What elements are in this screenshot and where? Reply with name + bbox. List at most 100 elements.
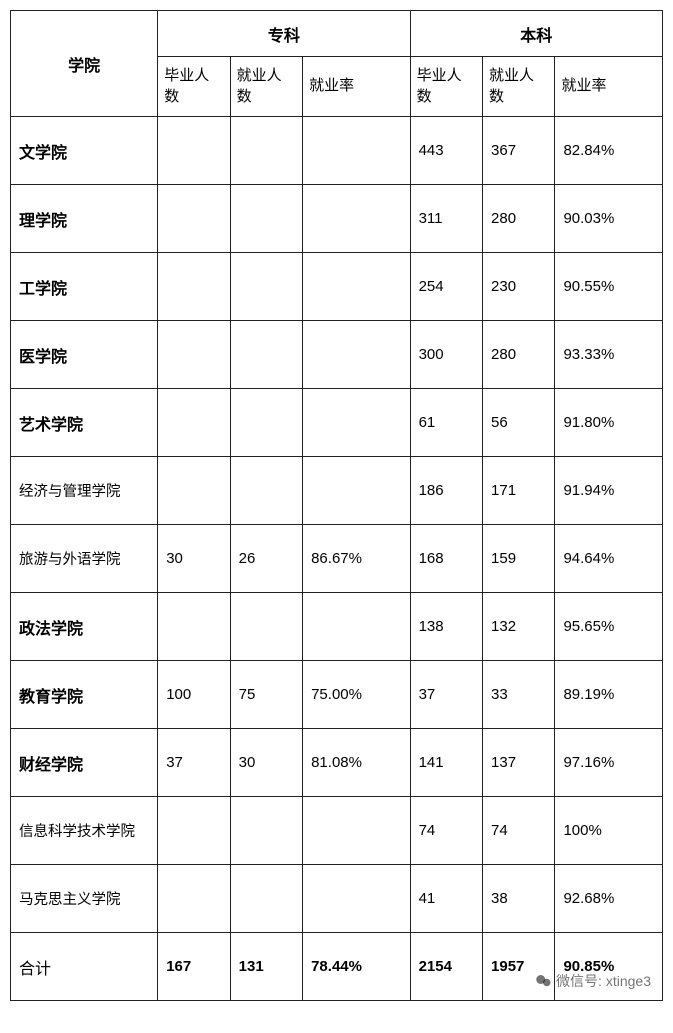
cell-bk_emp: 33 <box>483 661 555 729</box>
college-name: 旅游与外语学院 <box>11 525 158 593</box>
cell-zk_rate: 86.67% <box>303 525 410 593</box>
cell-zk_emp <box>230 321 302 389</box>
cell-bk_grad: 37 <box>410 661 482 729</box>
cell-zk_emp: 30 <box>230 729 302 797</box>
cell-bk_emp: 367 <box>483 117 555 185</box>
cell-bk_rate: 97.16% <box>555 729 663 797</box>
table-row: 经济与管理学院18617191.94% <box>11 457 663 525</box>
college-name: 艺术学院 <box>11 389 158 457</box>
header-bk-rate: 就业率 <box>555 57 663 117</box>
cell-zk_rate <box>303 117 410 185</box>
header-bk-grad: 毕业人数 <box>410 57 482 117</box>
cell-zk_rate: 81.08% <box>303 729 410 797</box>
cell-zk_grad: 37 <box>158 729 230 797</box>
college-name: 教育学院 <box>11 661 158 729</box>
header-zk-grad: 毕业人数 <box>158 57 230 117</box>
cell-zk_emp: 75 <box>230 661 302 729</box>
cell-bk_grad: 168 <box>410 525 482 593</box>
cell-zk_rate: 75.00% <box>303 661 410 729</box>
employment-table: 学院 专科 本科 毕业人数 就业人数 就业率 毕业人数 就业人数 就业率 文学院… <box>10 10 663 1001</box>
college-name: 医学院 <box>11 321 158 389</box>
header-zk-emp: 就业人数 <box>230 57 302 117</box>
total-bk_grad: 2154 <box>410 933 482 1001</box>
cell-bk_grad: 61 <box>410 389 482 457</box>
cell-zk_emp <box>230 593 302 661</box>
cell-bk_rate: 90.03% <box>555 185 663 253</box>
total-label: 合计 <box>11 933 158 1001</box>
table-row: 旅游与外语学院302686.67%16815994.64% <box>11 525 663 593</box>
table-header: 学院 专科 本科 毕业人数 就业人数 就业率 毕业人数 就业人数 就业率 <box>11 11 663 117</box>
cell-bk_emp: 137 <box>483 729 555 797</box>
table-row: 马克思主义学院 413892.68% <box>11 865 663 933</box>
cell-zk_grad: 100 <box>158 661 230 729</box>
cell-zk_grad <box>158 185 230 253</box>
college-name: 政法学院 <box>11 593 158 661</box>
cell-zk_rate <box>303 253 410 321</box>
cell-zk_emp <box>230 185 302 253</box>
cell-bk_grad: 443 <box>410 117 482 185</box>
cell-zk_grad <box>158 797 230 865</box>
cell-zk_grad: 30 <box>158 525 230 593</box>
cell-zk_emp <box>230 457 302 525</box>
cell-zk_rate <box>303 797 410 865</box>
table-row-total: 合计16713178.44%2154195790.85% <box>11 933 663 1001</box>
table-body: 文学院44336782.84%理学院31128090.03%工学院2542309… <box>11 117 663 1001</box>
cell-zk_grad <box>158 117 230 185</box>
cell-zk_rate <box>303 457 410 525</box>
cell-bk_emp: 159 <box>483 525 555 593</box>
cell-zk_emp <box>230 253 302 321</box>
cell-bk_grad: 186 <box>410 457 482 525</box>
cell-zk_rate <box>303 593 410 661</box>
cell-zk_rate <box>303 389 410 457</box>
cell-bk_rate: 95.65% <box>555 593 663 661</box>
cell-zk_grad <box>158 253 230 321</box>
cell-bk_grad: 300 <box>410 321 482 389</box>
cell-bk_rate: 100% <box>555 797 663 865</box>
college-name: 工学院 <box>11 253 158 321</box>
header-bk-emp: 就业人数 <box>483 57 555 117</box>
cell-bk_rate: 82.84% <box>555 117 663 185</box>
cell-bk_grad: 138 <box>410 593 482 661</box>
table-row: 政法学院 13813295.65% <box>11 593 663 661</box>
cell-zk_grad <box>158 321 230 389</box>
cell-zk_emp <box>230 117 302 185</box>
header-college: 学院 <box>11 11 158 117</box>
cell-bk_grad: 74 <box>410 797 482 865</box>
cell-bk_rate: 89.19% <box>555 661 663 729</box>
total-bk_rate: 90.85% <box>555 933 663 1001</box>
cell-zk_emp <box>230 797 302 865</box>
cell-bk_rate: 92.68% <box>555 865 663 933</box>
cell-bk_emp: 230 <box>483 253 555 321</box>
cell-zk_emp <box>230 865 302 933</box>
cell-bk_grad: 311 <box>410 185 482 253</box>
cell-bk_grad: 141 <box>410 729 482 797</box>
table-row: 工学院 25423090.55% <box>11 253 663 321</box>
table-row: 教育学院1007575.00%373389.19% <box>11 661 663 729</box>
table-row: 艺术学院615691.80% <box>11 389 663 457</box>
cell-bk_emp: 38 <box>483 865 555 933</box>
cell-zk_rate <box>303 865 410 933</box>
cell-bk_rate: 94.64% <box>555 525 663 593</box>
table-row: 信息科学技术学院7474100% <box>11 797 663 865</box>
cell-bk_rate: 93.33% <box>555 321 663 389</box>
cell-zk_grad <box>158 865 230 933</box>
cell-zk_grad <box>158 593 230 661</box>
college-name: 文学院 <box>11 117 158 185</box>
cell-zk_grad <box>158 389 230 457</box>
header-zk-rate: 就业率 <box>303 57 410 117</box>
cell-bk_emp: 132 <box>483 593 555 661</box>
cell-bk_grad: 254 <box>410 253 482 321</box>
cell-bk_rate: 91.94% <box>555 457 663 525</box>
cell-bk_rate: 91.80% <box>555 389 663 457</box>
table-row: 文学院 44336782.84% <box>11 117 663 185</box>
table-row: 财经学院373081.08%14113797.16% <box>11 729 663 797</box>
cell-bk_emp: 280 <box>483 185 555 253</box>
college-name: 马克思主义学院 <box>11 865 158 933</box>
college-name: 理学院 <box>11 185 158 253</box>
cell-bk_emp: 280 <box>483 321 555 389</box>
cell-bk_grad: 41 <box>410 865 482 933</box>
cell-zk_grad <box>158 457 230 525</box>
cell-zk_rate <box>303 321 410 389</box>
college-name: 信息科学技术学院 <box>11 797 158 865</box>
cell-bk_rate: 90.55% <box>555 253 663 321</box>
